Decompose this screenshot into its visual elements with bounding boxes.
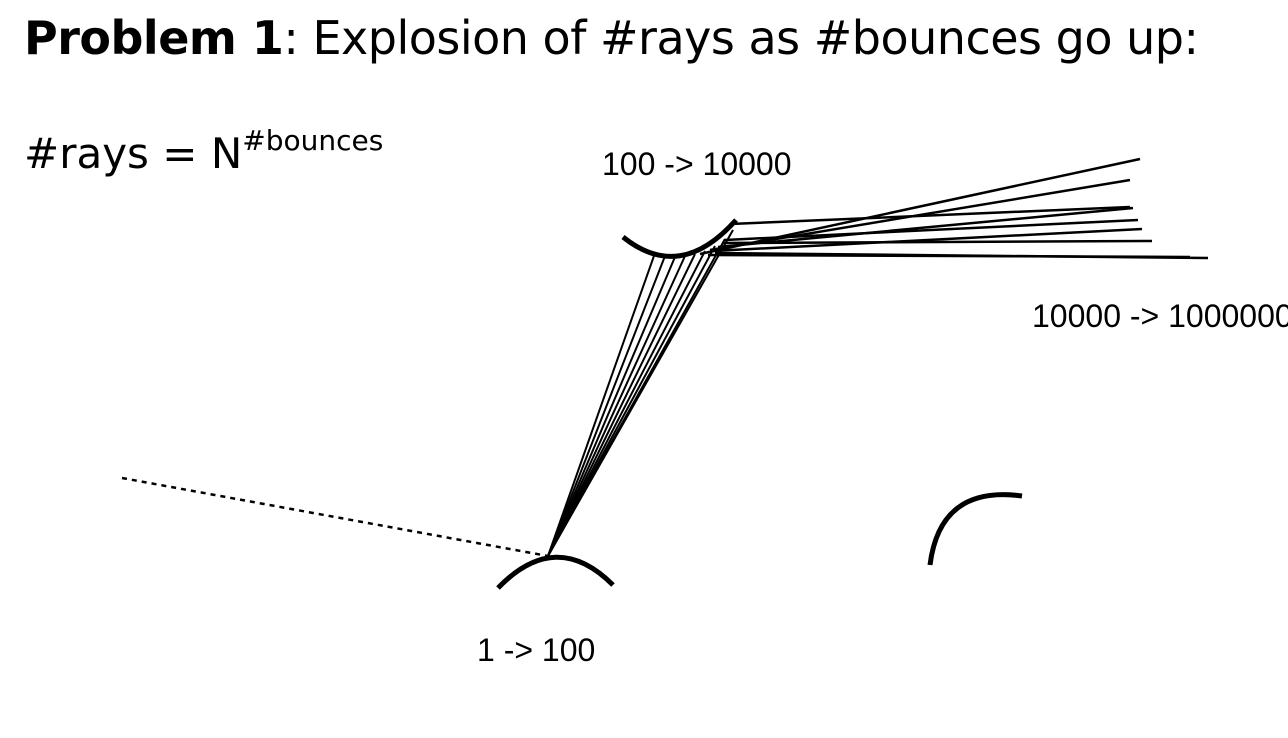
second-bounce-rays xyxy=(699,157,1209,260)
formula-base: #rays = N xyxy=(24,129,243,178)
surface-2 xyxy=(621,218,738,259)
formula-exponent: #bounces xyxy=(242,124,384,157)
surface-3 xyxy=(927,492,1023,566)
title-bold: Problem 1 xyxy=(24,11,284,65)
slide-title: Problem 1: Explosion of #rays as #bounce… xyxy=(24,8,1199,68)
label-bounce-1: 1 -> 100 xyxy=(477,632,595,668)
surface-1 xyxy=(496,554,615,590)
label-bounce-3: 10000 -> 1000000 xyxy=(1032,298,1288,334)
incoming-ray xyxy=(121,476,549,558)
label-bounce-2: 100 -> 10000 xyxy=(602,146,792,182)
title-rest: : Explosion of #rays as #bounces go up: xyxy=(283,11,1199,65)
rays-formula: #rays = N#bounces xyxy=(24,112,383,183)
first-bounce-rays xyxy=(547,229,734,557)
